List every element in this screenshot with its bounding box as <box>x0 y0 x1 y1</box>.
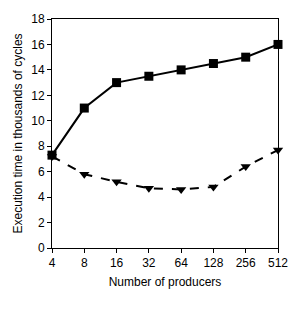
svg-text:64: 64 <box>174 256 188 270</box>
svg-text:6: 6 <box>38 165 45 179</box>
svg-text:16: 16 <box>31 38 45 52</box>
svg-text:2: 2 <box>38 216 45 230</box>
svg-text:8: 8 <box>38 139 45 153</box>
svg-text:10: 10 <box>31 114 45 128</box>
svg-text:18: 18 <box>31 12 45 26</box>
svg-text:4: 4 <box>38 190 45 204</box>
svg-text:8: 8 <box>81 256 88 270</box>
svg-text:14: 14 <box>31 63 45 77</box>
svg-text:4: 4 <box>49 256 56 270</box>
svg-text:16: 16 <box>110 256 124 270</box>
svg-text:0: 0 <box>38 241 45 255</box>
svg-text:12: 12 <box>31 89 45 103</box>
svg-text:Execution time in thousands of: Execution time in thousands of cycles <box>11 33 25 233</box>
svg-text:256: 256 <box>236 256 256 270</box>
svg-text:32: 32 <box>142 256 156 270</box>
svg-text:128: 128 <box>203 256 223 270</box>
svg-text:Number of producers: Number of producers <box>109 275 222 289</box>
svg-text:512: 512 <box>268 256 288 270</box>
